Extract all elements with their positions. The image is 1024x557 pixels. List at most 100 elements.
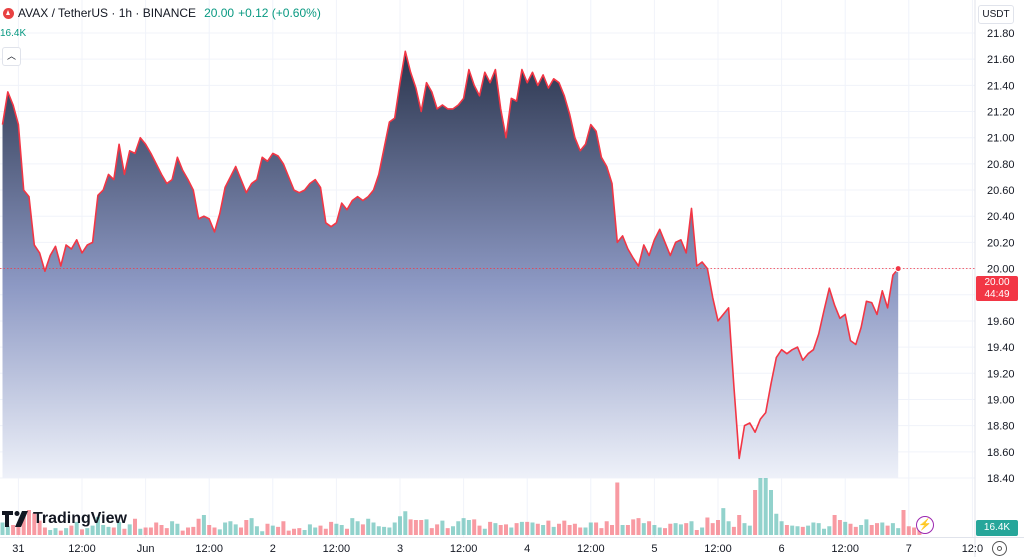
volume-bar xyxy=(694,530,699,535)
time-tick-label: 5 xyxy=(651,543,657,555)
volume-bar xyxy=(429,528,434,535)
volume-bar xyxy=(641,523,646,535)
volume-bar xyxy=(302,530,307,535)
volume-bar xyxy=(848,523,853,535)
collapse-legend-button[interactable]: ︿ xyxy=(2,47,21,66)
avax-logo-icon xyxy=(3,7,14,19)
volume-bar xyxy=(440,520,445,535)
time-tick-label: 12:00 xyxy=(195,543,223,555)
volume-bar xyxy=(747,525,752,535)
volume-bar xyxy=(265,523,270,535)
price-line xyxy=(0,50,975,460)
volume-bar xyxy=(726,521,731,535)
volume-bar xyxy=(784,525,789,535)
volume-bar xyxy=(652,525,657,535)
volume-bar xyxy=(196,518,201,535)
volume-bar xyxy=(355,521,360,535)
volume-bar xyxy=(239,527,243,535)
time-tick-label: 12:0 xyxy=(962,543,983,555)
volume-bar xyxy=(779,521,784,535)
volume-bar xyxy=(307,524,312,535)
volume-bar xyxy=(371,522,376,535)
volume-bar xyxy=(541,525,546,535)
volume-bar xyxy=(95,516,100,535)
volume-bar xyxy=(85,528,90,535)
settings-gear-icon[interactable] xyxy=(992,541,1007,556)
volume-bar xyxy=(472,519,477,535)
volume-bar xyxy=(398,516,402,535)
volume-bar xyxy=(631,519,636,535)
price-line-path xyxy=(1,50,899,460)
volume-bar xyxy=(201,515,206,535)
volume-bar xyxy=(254,526,259,535)
volume-bar xyxy=(16,526,21,535)
volume-bar xyxy=(117,521,122,535)
volume-bar xyxy=(292,528,296,535)
volume-bar xyxy=(148,527,153,535)
volume-bar xyxy=(286,530,291,535)
volume-bar xyxy=(800,526,805,535)
volume-bar xyxy=(578,527,583,535)
volume-bar xyxy=(880,522,885,535)
tradingview-logo[interactable]: TradingView xyxy=(2,509,127,529)
price-tick-label: 21.20 xyxy=(987,107,1015,119)
price-tick-label: 21.80 xyxy=(987,28,1015,40)
volume-bar xyxy=(790,525,795,535)
volume-bar xyxy=(5,526,10,535)
volume-bar xyxy=(80,529,84,535)
time-axis[interactable]: 31 12:00 Jun 12:00 2 12:00 3 12:00 4 12:00 5 12:00 6… xyxy=(12,543,983,555)
volume-bar xyxy=(175,523,180,535)
volume-bar xyxy=(90,525,95,535)
volume-bar xyxy=(477,525,482,535)
volume-bar xyxy=(594,522,599,535)
volume-bar xyxy=(827,526,832,535)
volume-bar xyxy=(816,523,821,535)
volume-bar xyxy=(435,524,440,535)
volume-bar xyxy=(64,528,69,535)
volume-bar xyxy=(11,525,16,535)
volume-bar xyxy=(774,513,779,535)
price-tick-label: 18.40 xyxy=(987,473,1015,485)
volume-bar xyxy=(599,528,604,535)
volume-bar xyxy=(69,525,74,535)
volume-bar xyxy=(408,519,413,535)
volume-bar xyxy=(663,528,667,535)
volume-bar xyxy=(143,527,148,535)
volume-bar xyxy=(604,521,609,535)
price-tick-label: 20.00 xyxy=(987,264,1015,276)
price-tick-label: 20.60 xyxy=(987,185,1015,197)
price-area-fill xyxy=(2,51,899,479)
volume-bar xyxy=(488,521,493,535)
volume-bar xyxy=(350,518,355,535)
symbol-header[interactable]: AVAX / TetherUS · 1h · BINANCE 20.00 +0.… xyxy=(0,4,321,22)
volume-bar xyxy=(535,523,540,535)
lightning-icon[interactable]: ⚡ xyxy=(916,516,934,534)
volume-bar xyxy=(678,524,683,535)
volume-bar xyxy=(217,529,222,535)
volume-bar xyxy=(525,521,530,535)
volume-bar xyxy=(737,515,742,535)
volume-bar xyxy=(885,525,890,535)
time-tick-label: 12:00 xyxy=(450,543,478,555)
volume-bar xyxy=(546,520,551,535)
volume-bar xyxy=(53,528,58,535)
price-tick-label: 19.60 xyxy=(987,316,1015,328)
volume-bar xyxy=(620,525,625,535)
volume-bar xyxy=(138,528,143,535)
volume-bar xyxy=(832,515,837,535)
volume-tag: 16.4K xyxy=(976,520,1018,536)
volume-bar xyxy=(557,523,561,535)
volume-bar xyxy=(567,525,572,535)
price-axis[interactable]: 21.80 21.60 21.40 21.20 21.00 20.80 20.60 20.40… xyxy=(987,28,1015,485)
volume-bar xyxy=(48,530,53,535)
time-tick-label: 3 xyxy=(397,543,403,555)
volume-bar xyxy=(318,525,323,535)
volume-bar xyxy=(753,490,758,535)
volume-bar xyxy=(822,528,826,535)
price-change: +0.12 (+0.60%) xyxy=(238,6,321,20)
price-tick-label: 20.20 xyxy=(987,237,1015,249)
volume-bar xyxy=(456,521,461,535)
currency-button[interactable]: USDT xyxy=(978,5,1014,24)
volume-bar xyxy=(869,525,874,535)
